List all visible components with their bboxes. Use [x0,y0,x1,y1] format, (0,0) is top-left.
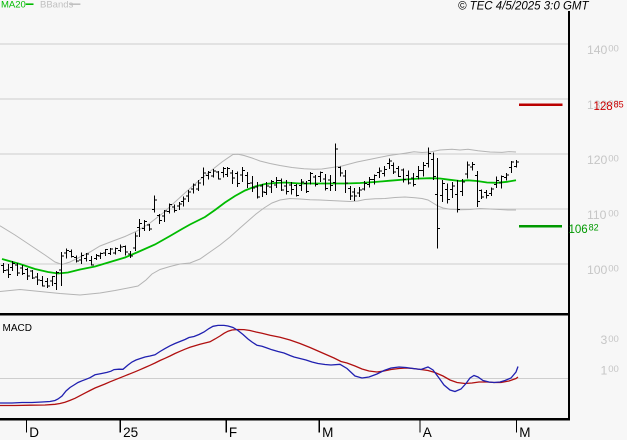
svg-text:D: D [29,425,39,440]
svg-text:MACD: MACD [3,323,32,334]
svg-text:00: 00 [608,154,619,165]
svg-text:1: 1 [601,363,608,377]
svg-text:25: 25 [123,425,138,440]
svg-text:© TEC 4/5/2025 3:0 GMT: © TEC 4/5/2025 3:0 GMT [458,1,590,13]
svg-text:BBands: BBands [40,0,74,11]
svg-text:MA20: MA20 [1,0,26,11]
svg-text:A: A [423,425,432,440]
svg-text:3: 3 [601,333,608,347]
svg-text:106: 106 [569,224,588,236]
svg-text:00: 00 [608,44,619,55]
svg-text:128: 128 [594,101,613,113]
svg-text:85: 85 [614,99,624,109]
svg-text:100: 100 [587,263,608,277]
svg-text:00: 00 [608,364,619,375]
svg-text:130: 130 [587,98,608,112]
svg-text:00: 00 [608,99,619,110]
svg-text:82: 82 [589,222,599,232]
svg-text:00: 00 [608,334,619,345]
svg-text:110: 110 [587,208,607,222]
svg-text:00: 00 [608,209,619,220]
svg-text:M: M [322,425,333,440]
svg-text:00: 00 [608,264,619,275]
svg-text:140: 140 [587,43,608,57]
svg-text:M: M [519,425,530,440]
svg-text:F: F [229,425,237,440]
svg-text:120: 120 [587,153,608,167]
